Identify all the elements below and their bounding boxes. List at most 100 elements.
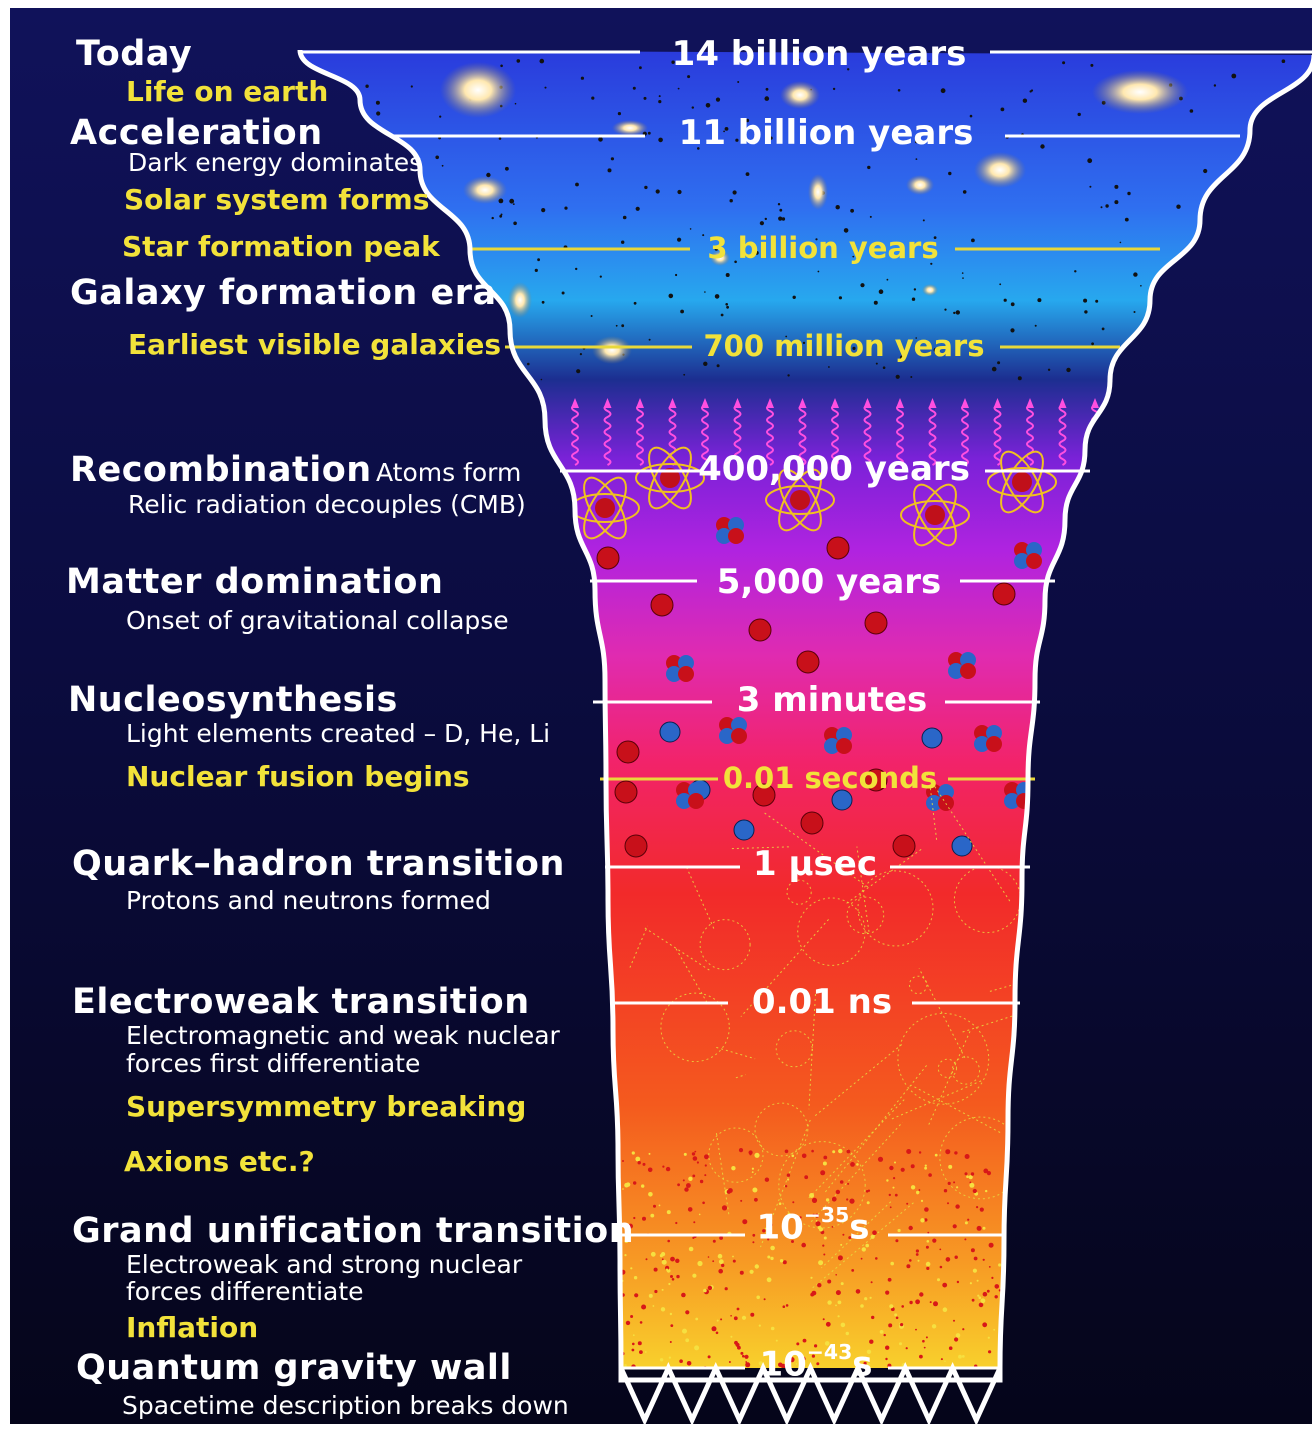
helium-neutron (960, 652, 976, 668)
foam-speck (711, 1326, 717, 1332)
helium-proton (688, 793, 704, 809)
foam-speck (718, 1268, 723, 1274)
foam-speck (947, 1202, 949, 1205)
star-dust (537, 258, 540, 262)
foam-speck (731, 1166, 736, 1171)
helium-neutron (836, 727, 852, 743)
photon-arrow (798, 398, 807, 408)
era-today-label: Today (76, 34, 193, 74)
foam-speck (883, 1333, 886, 1337)
foam-speck (676, 1274, 680, 1279)
foam-speck (969, 1182, 975, 1188)
helium-neutron (731, 717, 747, 733)
star-dust (704, 291, 706, 293)
foam-speck (726, 1189, 731, 1194)
foam-speck (787, 1178, 790, 1181)
star-dust (777, 203, 781, 206)
foam-speck (964, 1221, 968, 1225)
helium-proton (938, 795, 954, 811)
foam-speck (787, 1212, 791, 1217)
foam-speck (699, 1179, 704, 1184)
galaxy (463, 176, 507, 204)
foam-speck (848, 1236, 852, 1240)
star-dust (576, 369, 581, 374)
star-dust (691, 106, 694, 109)
photon-arrow (896, 398, 904, 408)
star-dust (915, 158, 918, 161)
star-dust (677, 237, 682, 242)
particle-spiral (778, 1141, 866, 1229)
foam-speck (677, 1183, 680, 1187)
particle-track (807, 1099, 905, 1200)
foam-speck (758, 1361, 763, 1366)
star-dust (617, 112, 622, 116)
foam-speck (982, 1322, 988, 1328)
solar-system-label: Solar system forms (124, 183, 430, 216)
particle-track (910, 1084, 1001, 1133)
foam-speck (641, 1304, 647, 1310)
foam-speck (782, 1260, 787, 1265)
foam-speck (866, 1349, 872, 1355)
atom-orbit (900, 500, 970, 530)
star-dust (869, 215, 872, 218)
foam-speck (815, 1221, 821, 1227)
star-dust (1074, 270, 1077, 273)
foam-speck (966, 1175, 969, 1178)
foam-speck (953, 1181, 956, 1184)
foam-speck (853, 1359, 858, 1363)
star-dust (785, 335, 788, 338)
foam-speck (899, 1342, 902, 1346)
helium-neutron (1014, 553, 1030, 569)
foam-speck (994, 1295, 998, 1299)
helium-proton (719, 717, 735, 733)
time-base: 10 (756, 1207, 804, 1248)
star-dust (930, 262, 933, 265)
atom-orbit (913, 483, 957, 547)
foam-speck (940, 1358, 943, 1361)
foam-speck (909, 1259, 912, 1262)
foam-speck (824, 1341, 830, 1346)
foam-speck (633, 1181, 637, 1185)
star-dust (1077, 112, 1081, 117)
star-dust (897, 89, 901, 92)
photon-wave (928, 404, 937, 466)
star-dust (514, 102, 517, 105)
star-dust (1010, 328, 1015, 333)
star-dust (910, 376, 913, 378)
foam-speck (944, 1360, 946, 1363)
star-dust (832, 87, 836, 91)
foam-speck (924, 1164, 927, 1167)
foam-speck (893, 1177, 896, 1180)
atom-orbit (583, 476, 627, 540)
proton (624, 834, 648, 858)
star-dust (575, 267, 578, 271)
foam-speck (933, 1301, 938, 1307)
foam-speck (766, 1277, 772, 1283)
star-dust (375, 100, 380, 105)
electroweak-description-1: Electromagnetic and weak nuclear (126, 1021, 560, 1050)
helium-proton (716, 517, 732, 533)
star-dust (675, 273, 678, 277)
earliest-galaxies-label: Earliest visible galaxies (128, 328, 502, 361)
foam-speck (791, 1240, 794, 1243)
foam-speck (770, 1256, 774, 1261)
star-dust (924, 243, 928, 247)
proton (826, 536, 850, 560)
foam-speck (668, 1356, 672, 1359)
star-dust (991, 366, 997, 372)
foam-speck (986, 1171, 992, 1176)
foam-speck (910, 1185, 916, 1190)
foam-speck (681, 1292, 686, 1298)
star-dust (590, 315, 593, 317)
foam-speck (835, 1189, 841, 1195)
foam-speck (968, 1175, 973, 1180)
foam-speck (927, 1231, 930, 1234)
helium-neutron (1004, 793, 1020, 809)
foam-speck (738, 1148, 744, 1153)
foam-speck (969, 1282, 973, 1285)
matter-domination-description: Onset of gravitational collapse (126, 606, 509, 635)
foam-speck (764, 1227, 767, 1230)
photon-arrow (928, 398, 937, 408)
star-dust (843, 228, 849, 233)
star-dust (1114, 200, 1119, 205)
